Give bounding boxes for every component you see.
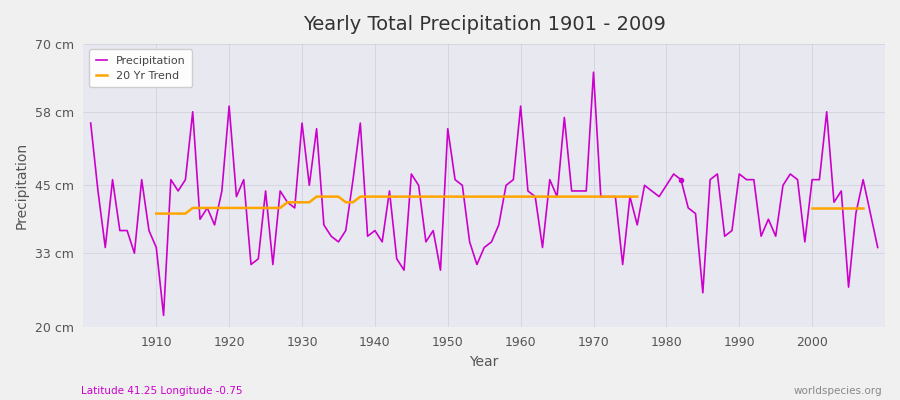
20 Yr Trend — [224, 206, 235, 210]
Text: worldspecies.org: worldspecies.org — [794, 386, 882, 396]
20 Yr Trend — [151, 211, 162, 216]
20 Yr Trend — [209, 206, 220, 210]
20 Yr Trend — [377, 194, 388, 199]
Precipitation — [355, 121, 365, 126]
20 Yr Trend — [603, 194, 614, 199]
Line: 20 Yr Trend: 20 Yr Trend — [157, 197, 637, 214]
Precipitation — [86, 121, 96, 126]
20 Yr Trend — [632, 194, 643, 199]
Precipitation — [158, 313, 169, 318]
20 Yr Trend — [311, 194, 322, 199]
20 Yr Trend — [355, 194, 365, 199]
Precipitation — [523, 188, 534, 193]
Legend: Precipitation, 20 Yr Trend: Precipitation, 20 Yr Trend — [89, 50, 192, 88]
Precipitation — [617, 262, 628, 267]
Precipitation — [144, 228, 155, 233]
Precipitation — [515, 104, 526, 108]
Text: Latitude 41.25 Longitude -0.75: Latitude 41.25 Longitude -0.75 — [81, 386, 242, 396]
Line: Precipitation: Precipitation — [91, 72, 878, 316]
Precipitation — [872, 245, 883, 250]
X-axis label: Year: Year — [470, 355, 499, 369]
Title: Yearly Total Precipitation 1901 - 2009: Yearly Total Precipitation 1901 - 2009 — [302, 15, 666, 34]
Precipitation — [588, 70, 598, 74]
20 Yr Trend — [523, 194, 534, 199]
Y-axis label: Precipitation: Precipitation — [15, 142, 29, 229]
Precipitation — [311, 126, 322, 131]
